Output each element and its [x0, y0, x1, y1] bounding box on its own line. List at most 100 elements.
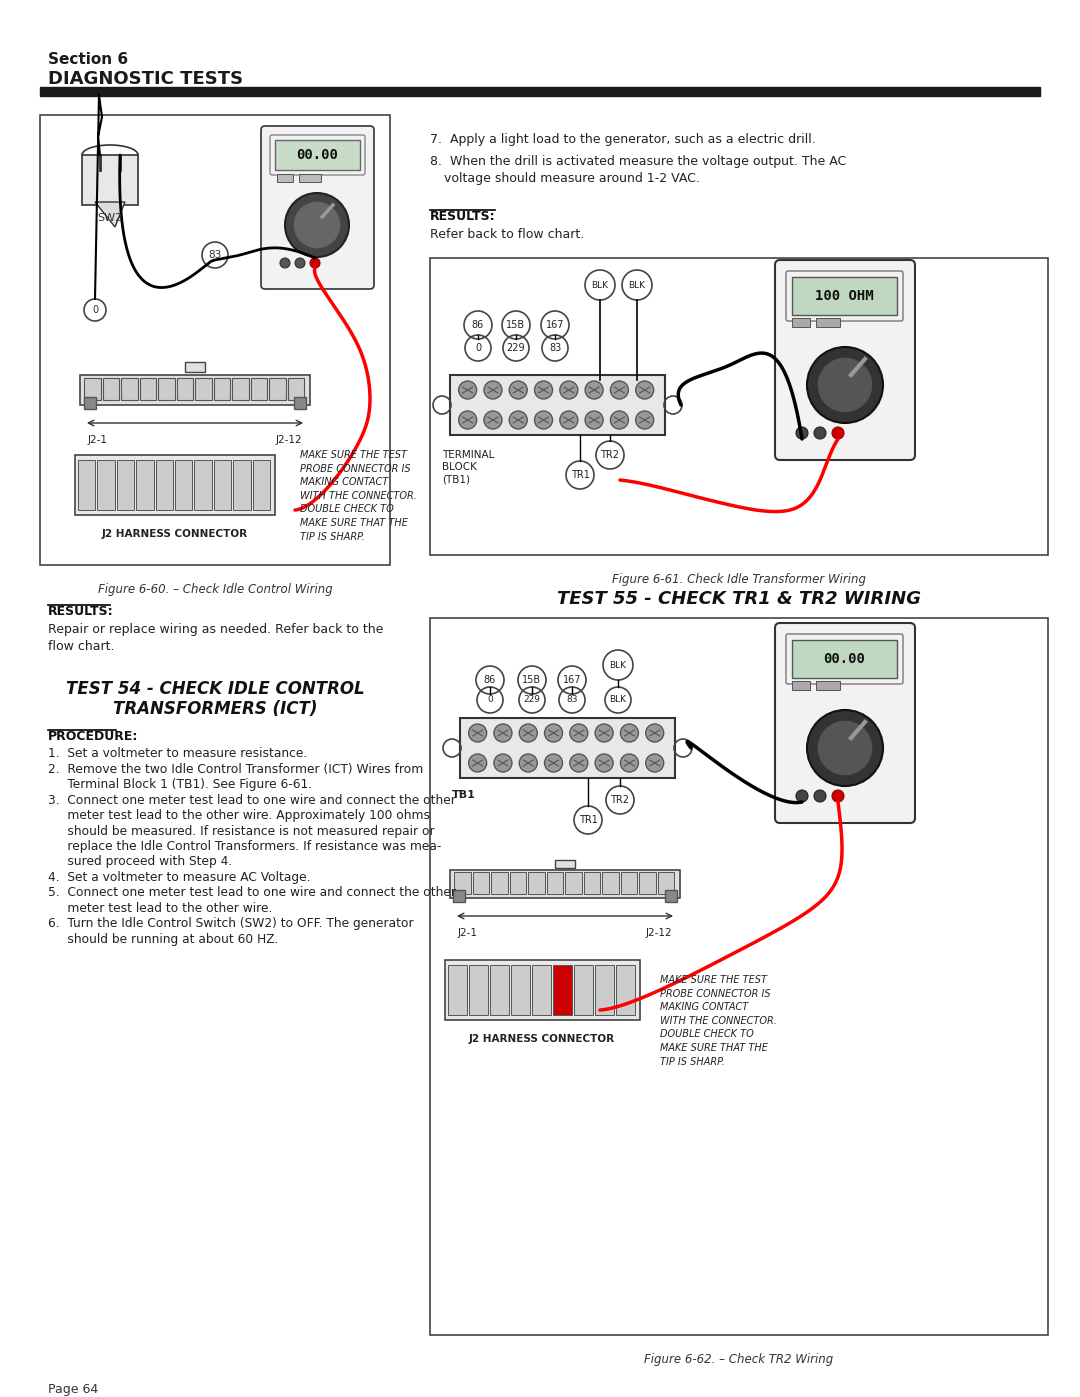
- Bar: [97, 460, 114, 510]
- Circle shape: [816, 719, 873, 775]
- Bar: [185, 362, 205, 372]
- Bar: [121, 379, 137, 400]
- Bar: [583, 872, 600, 894]
- Bar: [460, 718, 675, 778]
- Circle shape: [636, 411, 653, 429]
- Bar: [214, 460, 231, 510]
- Circle shape: [494, 754, 512, 773]
- FancyBboxPatch shape: [775, 623, 915, 823]
- Circle shape: [646, 754, 664, 773]
- Text: 0: 0: [475, 344, 481, 353]
- Bar: [269, 379, 285, 400]
- Text: Refer back to flow chart.: Refer back to flow chart.: [430, 228, 584, 242]
- Bar: [792, 640, 897, 678]
- Bar: [251, 379, 267, 400]
- Text: 83: 83: [566, 696, 578, 704]
- Text: 5.  Connect one meter test lead to one wire and connect the other: 5. Connect one meter test lead to one wi…: [48, 887, 456, 900]
- Text: 0: 0: [92, 305, 98, 314]
- Circle shape: [544, 754, 563, 773]
- Bar: [511, 965, 530, 1016]
- Circle shape: [484, 381, 502, 400]
- Circle shape: [494, 724, 512, 742]
- Text: sured proceed with Step 4.: sured proceed with Step 4.: [48, 855, 232, 869]
- Circle shape: [620, 724, 638, 742]
- Text: DIAGNOSTIC TESTS: DIAGNOSTIC TESTS: [48, 70, 243, 88]
- Bar: [469, 965, 488, 1016]
- Circle shape: [469, 724, 487, 742]
- Circle shape: [610, 381, 629, 400]
- Bar: [78, 460, 95, 510]
- Circle shape: [459, 411, 476, 429]
- Circle shape: [570, 754, 588, 773]
- Bar: [454, 872, 471, 894]
- Text: meter test lead to the other wire.: meter test lead to the other wire.: [48, 902, 272, 915]
- Text: Figure 6-61. Check Idle Transformer Wiring: Figure 6-61. Check Idle Transformer Wiri…: [612, 573, 866, 585]
- FancyBboxPatch shape: [261, 126, 374, 289]
- Text: 86: 86: [484, 675, 496, 685]
- Bar: [299, 175, 321, 182]
- Bar: [232, 379, 248, 400]
- Bar: [40, 115, 390, 564]
- Text: 1.  Set a voltmeter to measure resistance.: 1. Set a voltmeter to measure resistance…: [48, 747, 307, 760]
- Text: J2-1: J2-1: [458, 928, 478, 937]
- Text: J2 HARNESS CONNECTOR: J2 HARNESS CONNECTOR: [102, 529, 248, 539]
- Text: SW2: SW2: [97, 212, 123, 224]
- Text: 4.  Set a voltmeter to measure AC Voltage.: 4. Set a voltmeter to measure AC Voltage…: [48, 870, 311, 884]
- Text: 3.  Connect one meter test lead to one wire and connect the other: 3. Connect one meter test lead to one wi…: [48, 793, 456, 806]
- Circle shape: [620, 754, 638, 773]
- Bar: [792, 319, 810, 327]
- Circle shape: [293, 201, 341, 249]
- Text: Page 64: Page 64: [48, 1383, 98, 1396]
- Bar: [103, 379, 119, 400]
- Circle shape: [796, 789, 808, 802]
- Circle shape: [510, 381, 527, 400]
- Bar: [546, 872, 563, 894]
- Circle shape: [636, 381, 653, 400]
- Text: 8.  When the drill is activated measure the voltage output. The AC: 8. When the drill is activated measure t…: [430, 155, 847, 168]
- Bar: [621, 872, 637, 894]
- Bar: [510, 872, 526, 894]
- Circle shape: [519, 724, 537, 742]
- Bar: [450, 374, 665, 434]
- Circle shape: [595, 754, 613, 773]
- Text: BLK: BLK: [592, 281, 608, 289]
- Text: flow chart.: flow chart.: [48, 640, 114, 652]
- Text: TR2: TR2: [610, 795, 630, 805]
- Text: 2.  Remove the two Idle Control Transformer (ICT) Wires from: 2. Remove the two Idle Control Transform…: [48, 763, 423, 775]
- Circle shape: [280, 258, 291, 268]
- Bar: [195, 379, 212, 400]
- Bar: [565, 872, 581, 894]
- Circle shape: [585, 381, 603, 400]
- Bar: [555, 861, 575, 868]
- Text: 7.  Apply a light load to the generator, such as a electric drill.: 7. Apply a light load to the generator, …: [430, 133, 815, 147]
- Text: RESULTS:: RESULTS:: [430, 210, 496, 224]
- Bar: [287, 379, 303, 400]
- Circle shape: [535, 411, 553, 429]
- Text: should be measured. If resistance is not measured repair or: should be measured. If resistance is not…: [48, 824, 434, 837]
- Bar: [158, 379, 175, 400]
- Bar: [430, 258, 1048, 555]
- Bar: [450, 870, 680, 898]
- Text: BLOCK: BLOCK: [442, 462, 477, 472]
- Bar: [490, 965, 509, 1016]
- Circle shape: [646, 724, 664, 742]
- Circle shape: [832, 789, 843, 802]
- Text: MAKE SURE THE TEST
PROBE CONNECTOR IS
MAKING CONTACT
WITH THE CONNECTOR.
DOUBLE : MAKE SURE THE TEST PROBE CONNECTOR IS MA…: [660, 975, 777, 1066]
- Bar: [175, 460, 192, 510]
- Circle shape: [510, 411, 527, 429]
- Bar: [156, 460, 173, 510]
- Bar: [430, 617, 1048, 1336]
- Text: Figure 6-60. – Check Idle Control Wiring: Figure 6-60. – Check Idle Control Wiring: [97, 583, 333, 597]
- Circle shape: [814, 427, 826, 439]
- Bar: [665, 890, 677, 902]
- Bar: [453, 890, 465, 902]
- Text: should be running at about 60 HZ.: should be running at about 60 HZ.: [48, 933, 279, 946]
- Circle shape: [535, 381, 553, 400]
- Bar: [491, 872, 508, 894]
- Circle shape: [544, 724, 563, 742]
- Bar: [294, 397, 306, 409]
- Bar: [616, 965, 635, 1016]
- Text: BLK: BLK: [609, 661, 626, 669]
- Bar: [84, 379, 100, 400]
- Text: Repair or replace wiring as needed. Refer back to the: Repair or replace wiring as needed. Refe…: [48, 623, 383, 636]
